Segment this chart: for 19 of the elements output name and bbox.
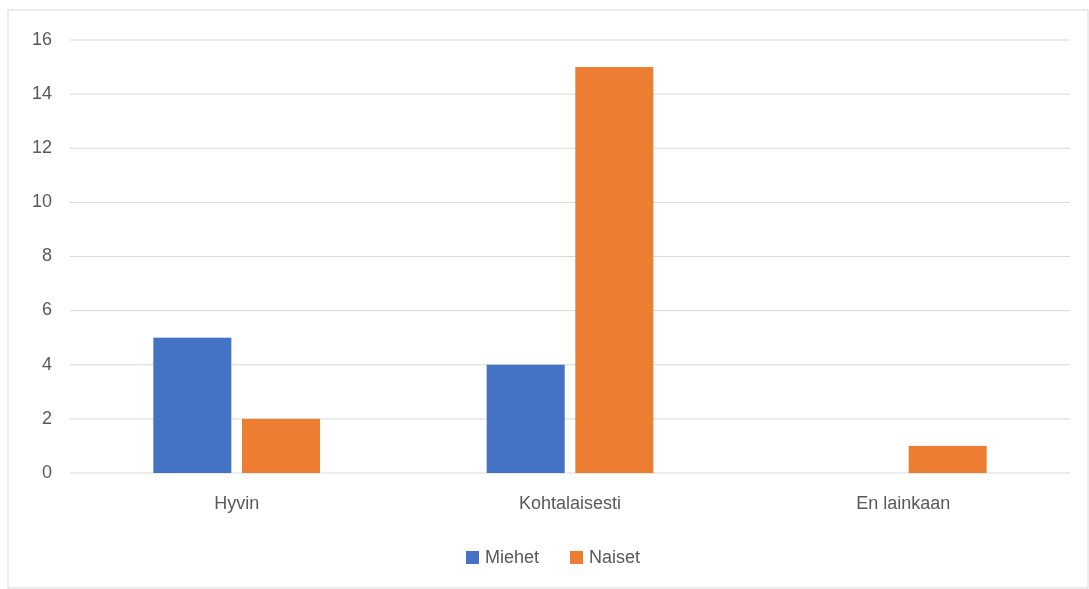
bar bbox=[486, 364, 565, 473]
legend-label: Naiset bbox=[589, 546, 641, 567]
bar bbox=[908, 445, 987, 473]
y-tick-label: 6 bbox=[41, 299, 52, 320]
x-tick-label: Hyvin bbox=[214, 492, 260, 513]
legend-label: Miehet bbox=[485, 546, 540, 567]
y-tick-label: 8 bbox=[41, 245, 52, 266]
y-tick-label: 14 bbox=[31, 82, 52, 103]
y-tick-label: 10 bbox=[31, 191, 52, 212]
bar bbox=[241, 418, 320, 473]
y-tick-label: 12 bbox=[31, 137, 52, 157]
y-tick-label: 4 bbox=[41, 353, 52, 374]
bar bbox=[575, 67, 654, 473]
x-tick-label: En lainkaan bbox=[856, 492, 951, 513]
x-tick-label: Kohtalaisesti bbox=[518, 492, 622, 513]
y-tick-label: 16 bbox=[31, 28, 52, 49]
y-tick-label: 2 bbox=[41, 407, 52, 428]
bar bbox=[153, 337, 232, 473]
y-tick-label: 0 bbox=[41, 461, 52, 482]
